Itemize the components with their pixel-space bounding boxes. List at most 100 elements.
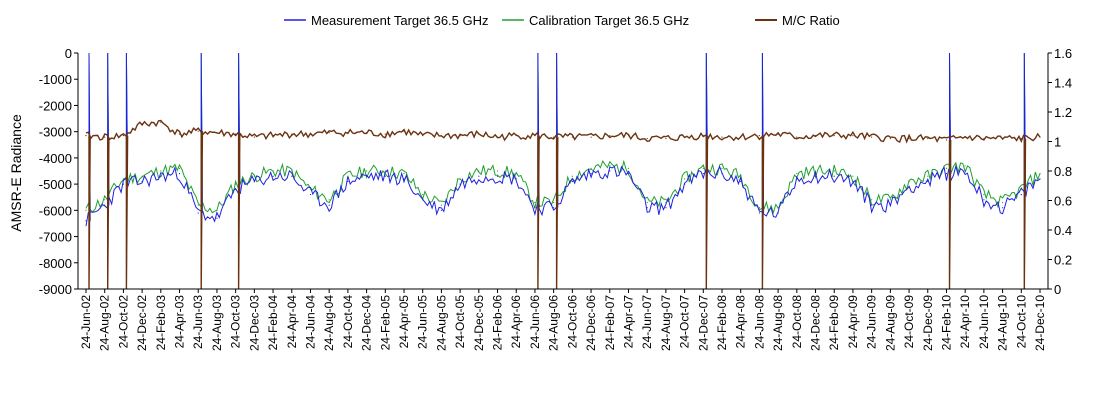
x-tick-label: 24-Jun-04	[303, 295, 317, 349]
y-tick-label-right: 1.2	[1054, 105, 1072, 120]
data-point-measurement	[814, 175, 817, 177]
data-point-measurement	[104, 204, 106, 206]
data-point-ratio	[141, 123, 143, 125]
data-point-ratio	[104, 136, 106, 138]
x-tick-label: 24-Dec-08	[809, 295, 823, 351]
data-point-measurement	[235, 188, 237, 190]
data-point-calibration	[478, 170, 480, 172]
x-tick-label: 24-Jun-02	[79, 295, 93, 349]
data-point-ratio	[777, 133, 779, 135]
legend-label-measurement: Measurement Target 36.5 GHz	[311, 13, 489, 28]
x-tick-label: 24-Apr-05	[397, 295, 411, 349]
data-point-ratio	[122, 135, 124, 137]
data-point-ratio	[366, 132, 368, 134]
x-tick-label: 24-Jun-03	[191, 295, 205, 349]
y-tick-label-right: 0.6	[1054, 194, 1072, 209]
data-point-measurement	[871, 204, 873, 206]
x-tick-label: 24-Jun-10	[977, 295, 991, 349]
y-tick-label-right: 0.8	[1054, 164, 1072, 179]
plot-area	[85, 52, 1041, 290]
data-point-calibration	[384, 170, 386, 172]
data-point-measurement	[889, 204, 892, 206]
x-tick-label: 24-Aug-02	[98, 295, 112, 351]
data-point-calibration	[553, 201, 555, 204]
data-point-measurement	[796, 178, 798, 180]
data-point-ratio	[889, 138, 892, 140]
x-tick-label: 24-Feb-05	[378, 295, 392, 351]
data-point-calibration	[291, 170, 293, 172]
x-tick-label: 24-Apr-07	[621, 295, 635, 349]
data-point-ratio	[740, 136, 742, 138]
data-point-calibration	[627, 167, 630, 169]
data-point-calibration	[85, 209, 87, 211]
data-point-calibration	[1002, 201, 1004, 204]
x-tick-label: 24-Oct-07	[678, 295, 692, 349]
data-point-ratio	[422, 135, 424, 137]
x-tick-label: 24-Apr-10	[958, 295, 972, 349]
x-tick-label: 24-Dec-03	[247, 295, 261, 351]
y-tick-label-right: 0.4	[1054, 223, 1072, 238]
x-tick-label: 24-Dec-02	[135, 295, 149, 351]
x-tick-label: 24-Aug-03	[210, 295, 224, 351]
axes: 0 -1000 -2000 -3000 -4000 -5000 -6000 -7000 -800…	[39, 46, 1072, 351]
data-point-measurement	[740, 180, 742, 183]
x-tick-label: 24-Apr-03	[173, 295, 187, 349]
data-point-measurement	[459, 183, 461, 185]
x-tick-label: 24-Jun-06	[528, 295, 542, 349]
data-point-measurement	[328, 204, 330, 206]
x-tick-label: 24-Aug-06	[547, 295, 561, 351]
x-tick-label: 24-Feb-06	[491, 295, 505, 351]
data-point-calibration	[852, 175, 854, 177]
x-tick-label: 24-Apr-04	[285, 295, 299, 349]
x-tick-label: 24-Aug-08	[771, 295, 785, 351]
x-tick-label: 24-Oct-04	[341, 295, 355, 349]
x-tick-label: 24-Aug-05	[434, 295, 448, 351]
x-tick-label: 24-Jun-07	[640, 295, 654, 349]
data-point-measurement	[833, 175, 835, 177]
data-point-calibration	[684, 178, 686, 180]
data-point-measurement	[347, 180, 349, 183]
data-point-calibration	[796, 173, 798, 175]
data-point-calibration	[871, 199, 873, 201]
x-tick-label: 24-Jun-08	[752, 295, 766, 349]
data-point-calibration	[459, 178, 461, 180]
data-point-calibration	[814, 170, 817, 172]
data-point-calibration	[122, 178, 124, 180]
y-tick-label-left: -4000	[39, 151, 72, 166]
data-point-measurement	[197, 212, 199, 214]
y-tick-label-left: -2000	[39, 98, 72, 113]
data-point-calibration	[235, 183, 237, 185]
data-point-measurement	[216, 217, 218, 219]
data-point-calibration	[571, 175, 574, 177]
data-point-ratio	[478, 133, 480, 135]
x-tick-label: 24-Feb-08	[715, 295, 729, 351]
data-point-calibration	[964, 165, 966, 167]
data-point-measurement	[908, 186, 910, 188]
data-point-ratio	[590, 136, 592, 138]
data-point-ratio	[684, 136, 686, 138]
y-tick-label-left: -5000	[39, 177, 72, 192]
x-tick-label: 24-Dec-10	[1033, 295, 1047, 351]
data-point-measurement	[253, 180, 255, 183]
data-point-measurement	[422, 199, 424, 201]
data-point-ratio	[702, 135, 704, 137]
data-point-calibration	[366, 170, 368, 172]
x-tick-label: 24-Oct-10	[1014, 295, 1028, 349]
data-point-ratio	[852, 135, 854, 137]
data-point-ratio	[796, 136, 798, 138]
y-tick-label-right: 1	[1054, 135, 1061, 150]
data-point-measurement	[702, 173, 704, 175]
y-tick-label-left: -7000	[39, 230, 72, 245]
legend-label-ratio: M/C Ratio	[782, 13, 840, 28]
y-tick-label-left: 0	[65, 46, 72, 61]
data-point-ratio	[403, 130, 405, 132]
data-point-measurement	[440, 209, 442, 211]
data-point-ratio	[964, 136, 966, 138]
data-point-calibration	[927, 175, 929, 177]
data-point-measurement	[646, 207, 648, 209]
data-point-ratio	[253, 136, 255, 138]
data-point-measurement	[721, 173, 723, 175]
data-point-calibration	[740, 175, 742, 177]
data-point-measurement	[684, 183, 686, 185]
x-tick-label: 24-Feb-09	[827, 295, 841, 351]
